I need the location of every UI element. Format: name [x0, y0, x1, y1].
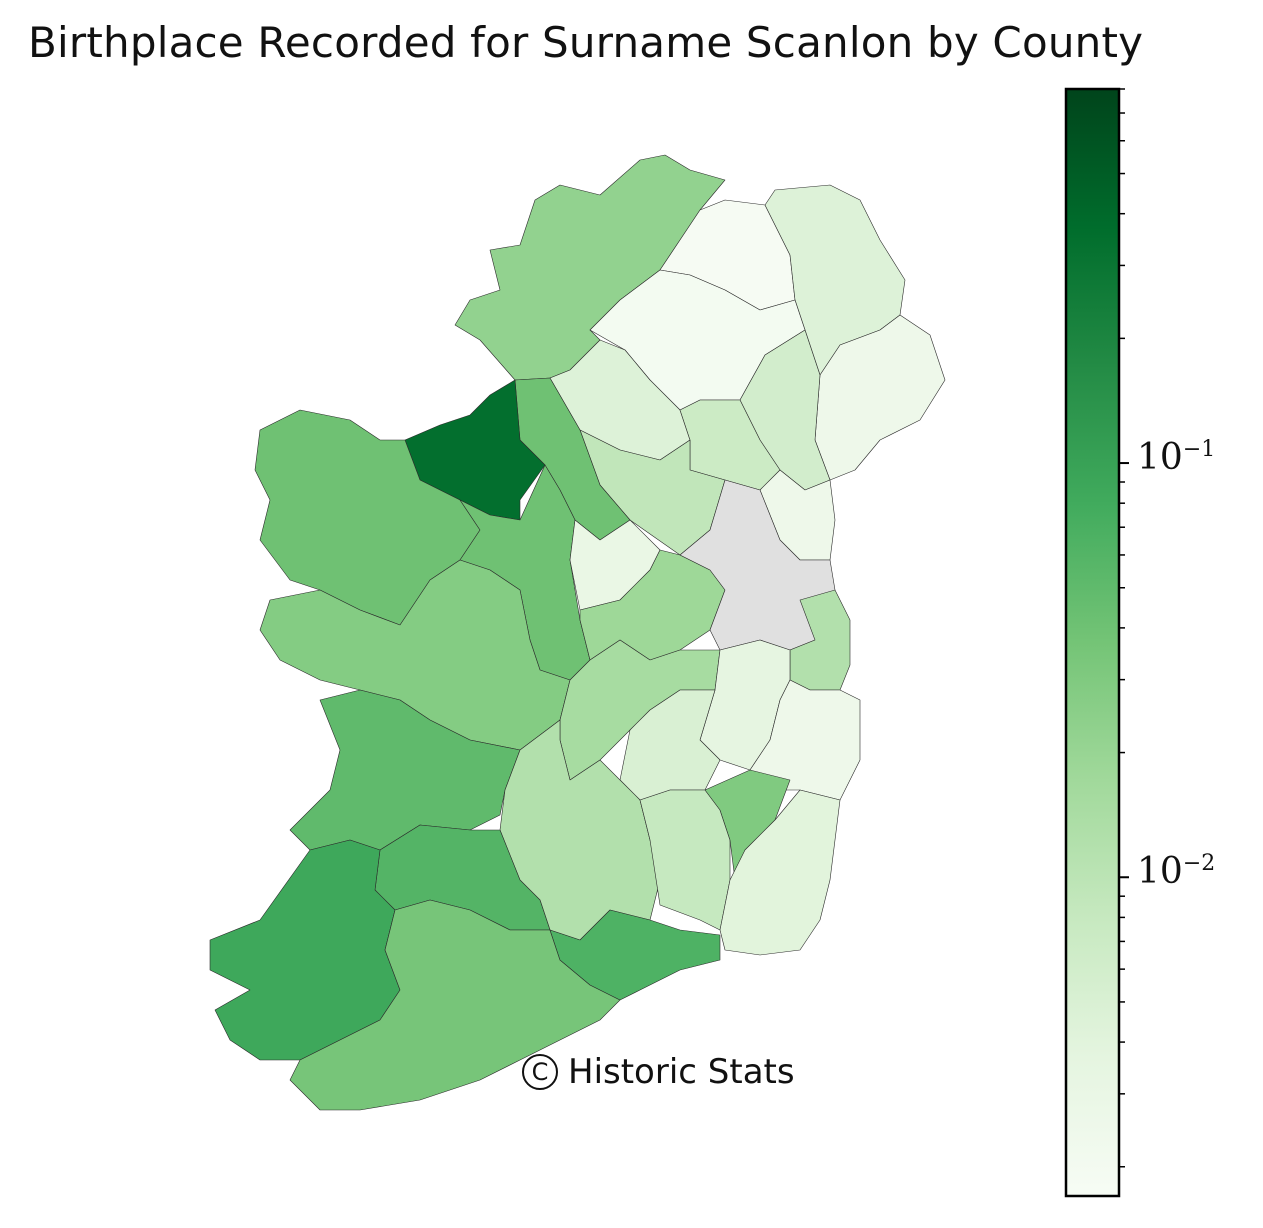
county-wicklow[interactable]: [749, 679, 861, 801]
map-title: Birthplace Recorded for Surname Scanlon …: [28, 18, 1144, 67]
credit-label: C Historic Stats: [522, 1052, 795, 1092]
credit-text: Historic Stats: [568, 1052, 795, 1092]
copyright-icon: C: [522, 1054, 558, 1090]
colorbar-tick-label-0: 10−1: [1137, 437, 1216, 479]
colorbar-tick-label-1: 10−2: [1137, 851, 1216, 893]
county-waterford[interactable]: [549, 909, 721, 1001]
colorbar-gradient: [1064, 87, 1121, 1198]
colorbar: [1064, 87, 1129, 1198]
county-kilkenny[interactable]: [639, 789, 731, 931]
county-cork[interactable]: [289, 899, 621, 1111]
county-layer: [209, 154, 946, 1111]
colorbar-ticks: [1119, 88, 1129, 1168]
county-wexford[interactable]: [719, 789, 841, 956]
